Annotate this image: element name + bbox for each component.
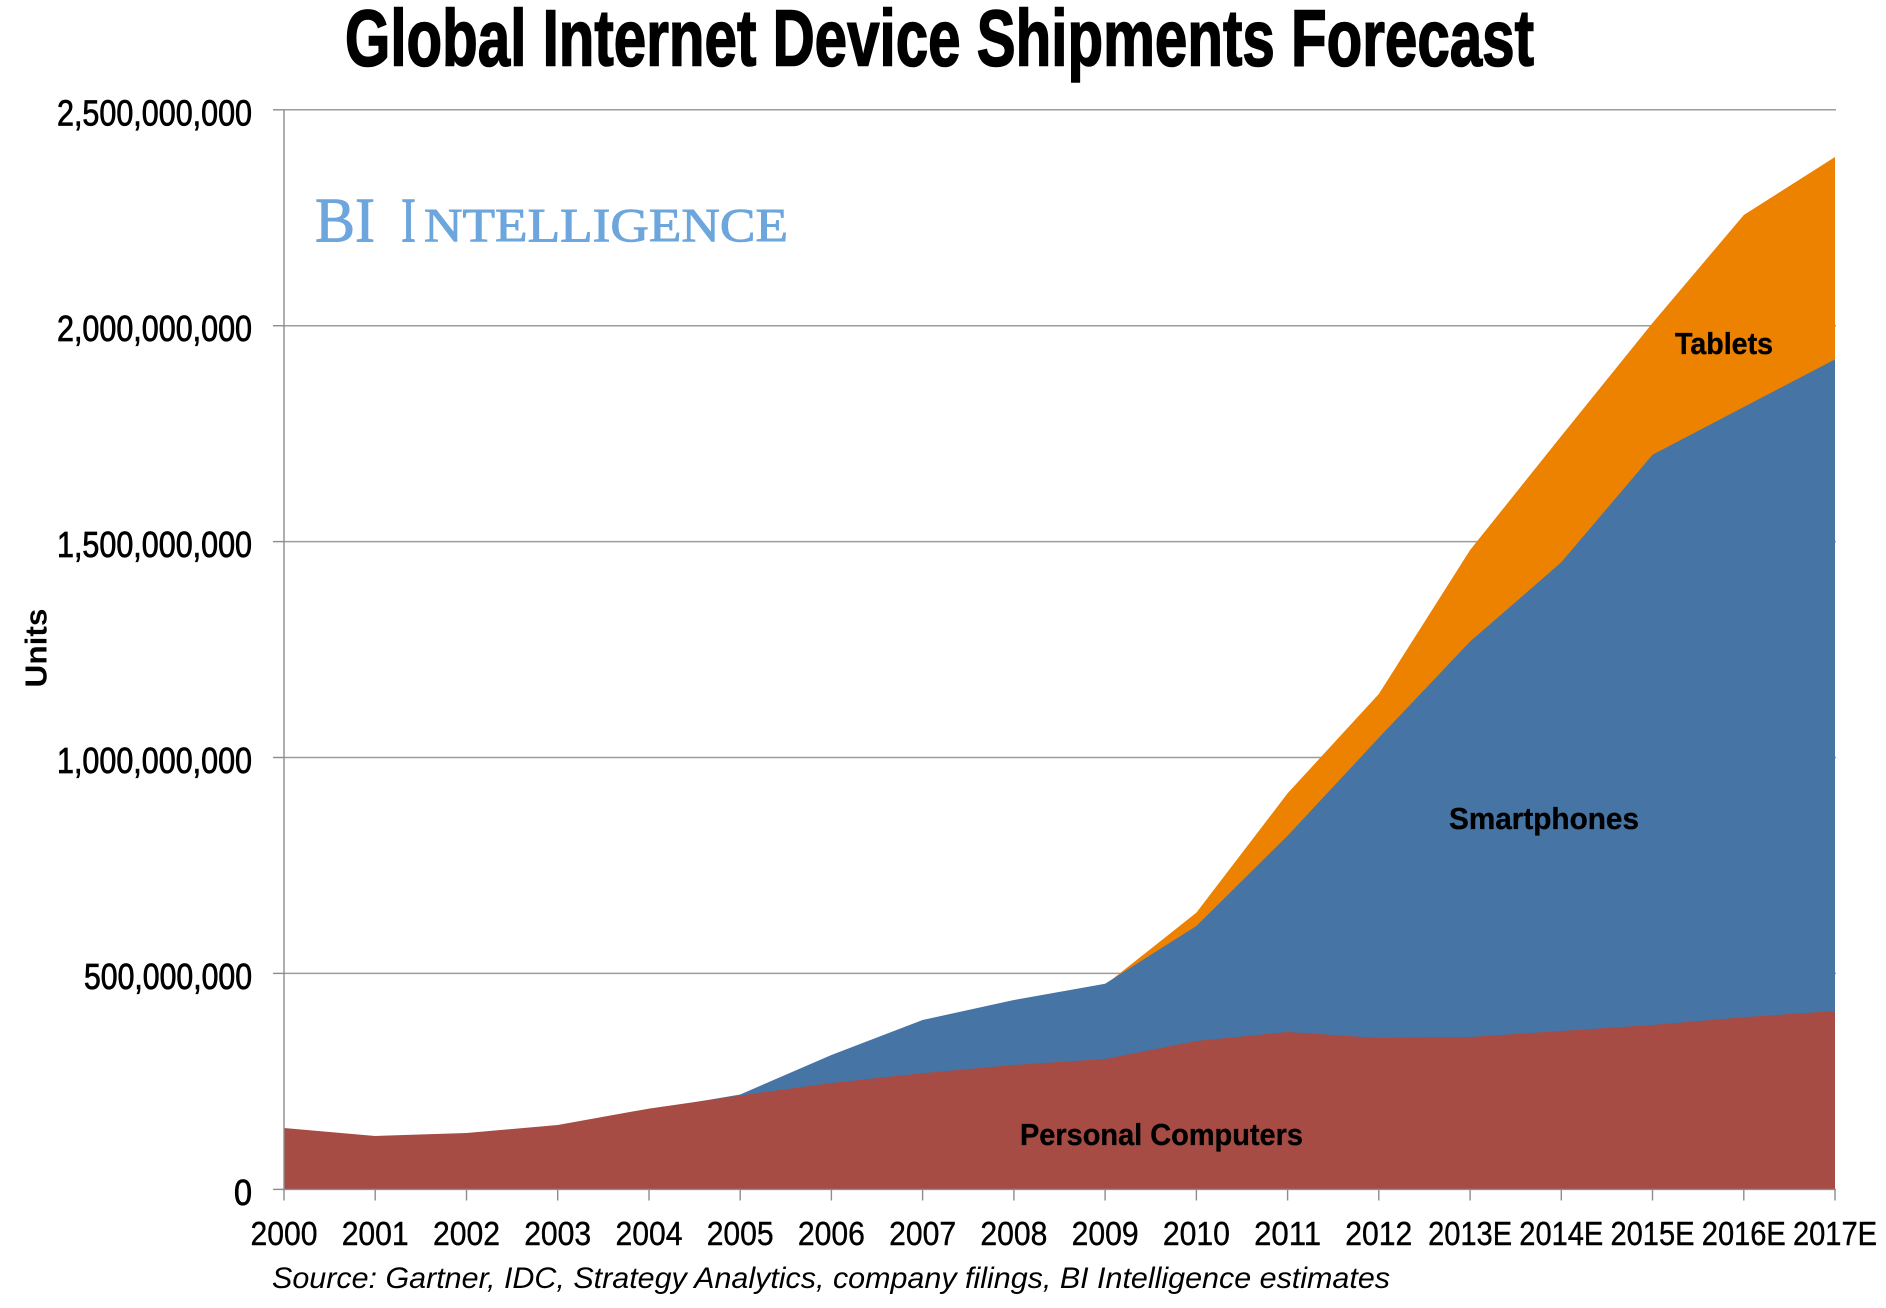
svg-text:2001: 2001 <box>342 1216 409 1253</box>
svg-text:2008: 2008 <box>980 1216 1047 1253</box>
svg-text:2002: 2002 <box>433 1216 500 1253</box>
svg-text:NTELLIGENCE: NTELLIGENCE <box>424 200 788 253</box>
svg-text:2015E: 2015E <box>1611 1216 1695 1253</box>
svg-text:2011: 2011 <box>1254 1216 1321 1253</box>
svg-text:2010: 2010 <box>1163 1216 1230 1253</box>
svg-text:2005: 2005 <box>707 1216 774 1253</box>
svg-text:2000: 2000 <box>251 1216 318 1253</box>
svg-text:I: I <box>401 185 416 256</box>
svg-text:2006: 2006 <box>798 1216 865 1253</box>
svg-text:2012: 2012 <box>1345 1216 1412 1253</box>
svg-text:BI: BI <box>315 185 375 256</box>
svg-text:Global Internet Device Shipmen: Global Internet Device Shipments Forecas… <box>345 0 1534 83</box>
svg-text:2009: 2009 <box>1072 1216 1139 1253</box>
svg-text:2016E: 2016E <box>1702 1216 1786 1253</box>
svg-text:500,000,000: 500,000,000 <box>84 956 252 997</box>
svg-text:Smartphones: Smartphones <box>1449 801 1639 836</box>
svg-text:Tablets: Tablets <box>1675 326 1773 361</box>
svg-text:1,500,000,000: 1,500,000,000 <box>57 524 252 565</box>
svg-text:1,000,000,000: 1,000,000,000 <box>57 740 252 781</box>
svg-text:Personal Computers: Personal Computers <box>1020 1117 1303 1152</box>
svg-text:2003: 2003 <box>524 1216 591 1253</box>
svg-text:Source: Gartner, IDC, Strategy: Source: Gartner, IDC, Strategy Analytics… <box>272 1262 1390 1295</box>
svg-text:Units: Units <box>19 609 54 688</box>
svg-text:2007: 2007 <box>889 1216 956 1253</box>
svg-text:2014E: 2014E <box>1519 1216 1603 1253</box>
svg-text:2004: 2004 <box>616 1216 683 1253</box>
svg-text:2,500,000,000: 2,500,000,000 <box>57 92 252 133</box>
svg-text:0: 0 <box>234 1172 252 1213</box>
svg-text:2017E: 2017E <box>1793 1216 1877 1253</box>
svg-text:2,000,000,000: 2,000,000,000 <box>57 308 252 349</box>
svg-text:2013E: 2013E <box>1428 1216 1512 1253</box>
